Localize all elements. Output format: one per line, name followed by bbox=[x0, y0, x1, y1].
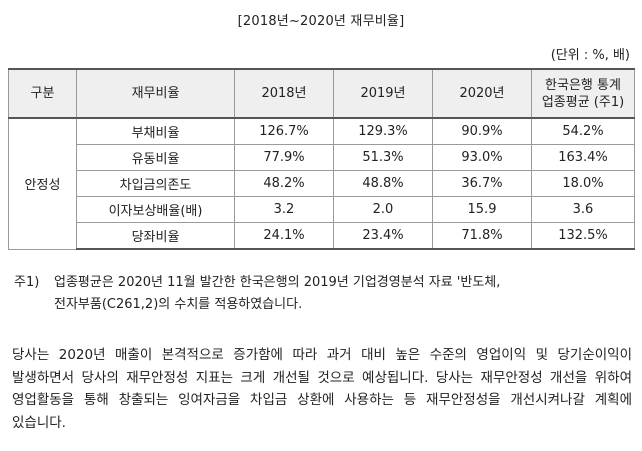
value-2019-cell: 48.8% bbox=[333, 170, 433, 197]
value-2018-cell: 77.9% bbox=[234, 144, 334, 171]
header-bank-average: 한국은행 통계 업종평균 (주1) bbox=[531, 68, 635, 119]
header-2020: 2020년 bbox=[432, 68, 532, 119]
ratio-name-cell: 이자보상배율(배) bbox=[76, 196, 235, 223]
group-cell-stability: 안정성 bbox=[8, 117, 77, 250]
value-bank-cell: 54.2% bbox=[531, 117, 635, 145]
footnote-text1: 업종평균은 2020년 11월 발간한 한국은행의 2019년 기업경영분석 자… bbox=[54, 275, 501, 290]
value-2020-cell: 93.0% bbox=[432, 144, 532, 171]
header-2018: 2018년 bbox=[234, 68, 334, 119]
value-bank-cell: 18.0% bbox=[531, 170, 635, 197]
table-row: 안정성 부채비율 126.7% 129.3% 90.9% 54.2% bbox=[8, 117, 635, 250]
header-2019: 2019년 bbox=[333, 68, 433, 119]
value-2020-cell: 71.8% bbox=[432, 222, 532, 250]
value-2019-cell: 51.3% bbox=[333, 144, 433, 171]
footnote-line1: 주1) 업종평균은 2020년 11월 발간한 한국은행의 2019년 기업경영분… bbox=[14, 272, 626, 294]
value-2020-cell: 90.9% bbox=[432, 117, 532, 145]
ratio-name-cell: 부채비율 bbox=[76, 117, 235, 145]
value-2019-cell: 23.4% bbox=[333, 222, 433, 250]
table-row: 유동비율 77.9% 51.3% 93.0% 163.4% bbox=[9, 144, 635, 171]
header-bank-line1: 한국은행 통계 bbox=[545, 77, 621, 93]
table-row: 이자보상배율(배) 3.2 2.0 15.9 3.6 bbox=[9, 196, 635, 223]
value-bank-cell: 3.6 bbox=[531, 196, 635, 223]
header-bank-line2: 업종평균 (주1) bbox=[541, 94, 625, 110]
value-2018-cell: 3.2 bbox=[234, 196, 334, 223]
value-2018-cell: 126.7% bbox=[234, 117, 334, 145]
value-2018-cell: 24.1% bbox=[234, 222, 334, 250]
unit-label: (단위 : %, 배) bbox=[550, 48, 630, 63]
page-title: [2018년~2020년 재무비율] bbox=[237, 14, 405, 29]
value-bank-cell: 132.5% bbox=[531, 222, 635, 250]
ratio-name-cell: 유동비율 bbox=[76, 144, 235, 171]
value-2020-cell: 15.9 bbox=[432, 196, 532, 223]
header-group: 구분 bbox=[8, 68, 77, 119]
table-header-row: 구분 재무비율 2018년 2019년 2020년 한국은행 통계 업종평균 (… bbox=[8, 68, 635, 119]
footnote-line2: 전자부품(C261,2)의 수치를 적용하였습니다. bbox=[54, 297, 303, 312]
footnote: 주1) 업종평균은 2020년 11월 발간한 한국은행의 2019년 기업경영분… bbox=[14, 272, 626, 316]
value-2019-cell: 129.3% bbox=[333, 117, 433, 145]
description-paragraph: 당사는 2020년 매출이 본격적으로 증가함에 따라 과거 대비 높은 수준의… bbox=[12, 347, 632, 431]
header-ratio: 재무비율 bbox=[76, 68, 235, 119]
footnote-label: 주1) bbox=[14, 275, 40, 290]
table-row: 당좌비율 24.1% 23.4% 71.8% 132.5% bbox=[9, 222, 635, 250]
value-2018-cell: 48.2% bbox=[234, 170, 334, 197]
value-bank-cell: 163.4% bbox=[531, 144, 635, 171]
value-2019-cell: 2.0 bbox=[333, 196, 433, 223]
value-2020-cell: 36.7% bbox=[432, 170, 532, 197]
ratio-name-cell: 차입금의존도 bbox=[76, 170, 235, 197]
ratio-name-cell: 당좌비율 bbox=[76, 222, 235, 250]
financial-ratio-table: 구분 재무비율 2018년 2019년 2020년 한국은행 통계 업종평균 (… bbox=[8, 68, 635, 250]
table-row: 차입금의존도 48.2% 48.8% 36.7% 18.0% bbox=[9, 170, 635, 197]
